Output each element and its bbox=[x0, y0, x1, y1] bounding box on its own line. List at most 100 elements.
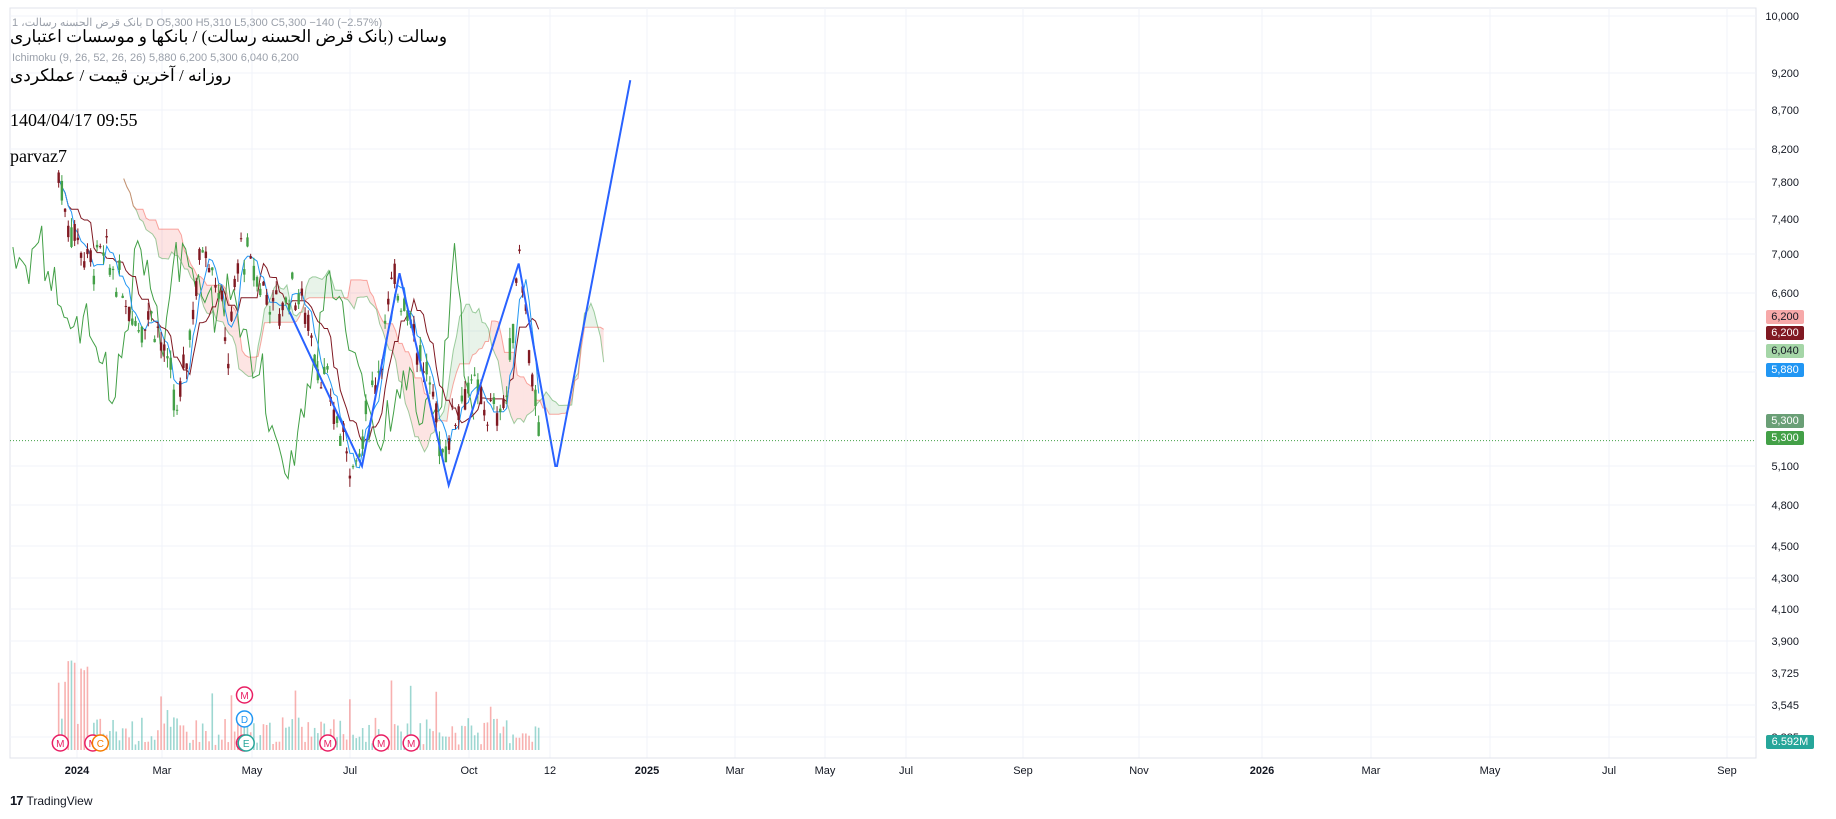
volume-bar bbox=[160, 696, 162, 750]
event-marker-m bbox=[372, 734, 390, 752]
candle-body bbox=[495, 413, 499, 426]
volume-bar bbox=[480, 744, 482, 750]
event-marker-label: C bbox=[97, 739, 104, 750]
x-tick-label-13: Mar bbox=[1362, 765, 1381, 777]
event-marker-m bbox=[319, 734, 337, 752]
candle-body bbox=[124, 305, 128, 307]
volume-bar bbox=[262, 724, 265, 750]
time-axis[interactable]: 2024 Mar May Jul Oct 12 2025 Mar May Jul Sep Nov 202… bbox=[10, 757, 1756, 777]
chart-author: parvaz7 bbox=[10, 146, 67, 166]
indicator-legend: Ichimoku (9, 26, 52, 26, 26) 5,880 6,200… bbox=[12, 52, 299, 64]
candle-body bbox=[83, 261, 86, 268]
volume-bar bbox=[390, 680, 393, 750]
cloud-segment bbox=[306, 278, 310, 300]
price-axis[interactable]: 10,000 9,200 8,700 8,200 7,800 7,400 7,000 6,60… bbox=[1765, 11, 1799, 744]
candle-body bbox=[89, 250, 92, 263]
candle-body bbox=[476, 379, 480, 395]
candle-body bbox=[537, 422, 540, 436]
candle-body bbox=[387, 298, 390, 305]
cloud-segment bbox=[158, 229, 163, 259]
volume-bar bbox=[461, 725, 463, 750]
pattern-drawing[interactable] bbox=[288, 80, 632, 489]
y-tick-label-5: 7,400 bbox=[1771, 214, 1799, 226]
x-tick-label-7: Mar bbox=[726, 765, 745, 777]
candle-body bbox=[374, 385, 377, 394]
volume-bar bbox=[521, 733, 524, 750]
plot-frame bbox=[9, 7, 1757, 759]
volume-bar bbox=[73, 662, 76, 750]
volume-bar bbox=[320, 721, 322, 750]
cloud-segment bbox=[139, 209, 143, 222]
volume-bar bbox=[67, 661, 70, 750]
candle-body bbox=[291, 272, 294, 279]
candle-body bbox=[316, 369, 320, 381]
candle-body bbox=[214, 284, 217, 288]
cloud-segment bbox=[334, 289, 339, 298]
candle-body bbox=[486, 424, 489, 426]
candle-body bbox=[505, 395, 508, 397]
candle-body bbox=[393, 263, 396, 284]
cloud-segment bbox=[171, 229, 175, 256]
x-tick-label-8: May bbox=[815, 765, 836, 777]
volume-bar bbox=[128, 737, 130, 750]
price-tag-5: 5,300 bbox=[1766, 431, 1804, 445]
candle-body bbox=[473, 374, 476, 376]
cloud-segment bbox=[472, 312, 476, 355]
volume-bar bbox=[272, 743, 274, 750]
volume-bar bbox=[435, 691, 438, 750]
event-marker-c bbox=[91, 734, 110, 752]
volume-bar bbox=[409, 685, 412, 750]
cloud-segment bbox=[546, 391, 550, 415]
cloud-segment bbox=[299, 306, 303, 317]
candle-body bbox=[262, 281, 265, 286]
candle-body bbox=[147, 311, 150, 320]
volume-bar bbox=[397, 725, 399, 750]
volume-bar bbox=[393, 724, 396, 750]
candle-body bbox=[502, 399, 505, 408]
cloud-segment bbox=[462, 304, 467, 364]
volume-bar bbox=[131, 721, 134, 750]
y-tick-label-11: 4,800 bbox=[1771, 500, 1799, 512]
volume-bar bbox=[368, 724, 370, 750]
volume-bar bbox=[269, 722, 271, 750]
candle-body bbox=[259, 288, 262, 296]
cloud-segment bbox=[475, 308, 479, 354]
volume-bar bbox=[477, 732, 479, 750]
volume-bar bbox=[198, 741, 201, 750]
candle-body bbox=[428, 382, 432, 385]
volume-bar bbox=[217, 734, 220, 750]
volume-bar bbox=[64, 681, 66, 750]
price-tag-0: 6,200 bbox=[1766, 310, 1804, 324]
candle-body bbox=[463, 389, 467, 410]
cloud-segment bbox=[370, 291, 374, 306]
y-tick-label-16: 3,725 bbox=[1771, 668, 1799, 680]
cloud-segment bbox=[590, 303, 595, 328]
volume-bar bbox=[374, 717, 377, 750]
cloud-segment bbox=[206, 285, 211, 315]
candle-body bbox=[198, 248, 201, 260]
cloud-segment bbox=[254, 346, 259, 371]
y-tick-label-12: 4,500 bbox=[1771, 541, 1799, 553]
cloud-segment bbox=[526, 383, 531, 416]
cloud-segment bbox=[469, 304, 473, 364]
candle-body bbox=[105, 236, 108, 238]
cloud-segment bbox=[456, 316, 460, 373]
candle-body bbox=[271, 297, 275, 302]
y-tick-label-2: 8,700 bbox=[1771, 105, 1799, 117]
candle-body bbox=[159, 342, 163, 351]
volume-bar bbox=[230, 695, 233, 750]
volume-bar bbox=[237, 722, 239, 750]
tradingview-footer[interactable]: 17 TradingView bbox=[10, 793, 93, 808]
event-marker-label: M bbox=[56, 739, 64, 750]
candle-body bbox=[332, 409, 336, 424]
volume-bar bbox=[163, 723, 166, 750]
volume-bar bbox=[432, 731, 434, 750]
cloud-segment bbox=[558, 405, 563, 415]
cloud-segment bbox=[242, 350, 246, 375]
candle-body bbox=[489, 399, 492, 401]
event-marker-label: D bbox=[241, 715, 248, 726]
volume-bar bbox=[358, 736, 361, 750]
candle-body bbox=[396, 295, 400, 301]
candle-body bbox=[227, 363, 230, 369]
